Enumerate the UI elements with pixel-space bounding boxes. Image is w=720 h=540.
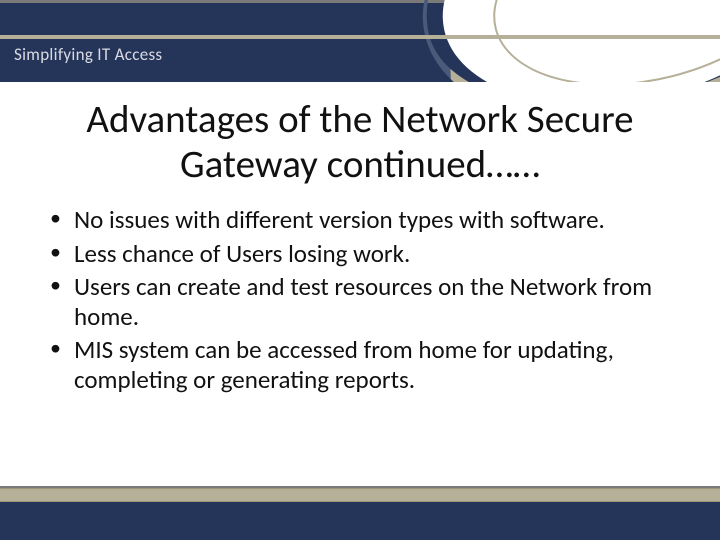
- list-item: No issues with different version types w…: [40, 205, 670, 235]
- slide: Simplifying IT Access Advantages of the …: [0, 0, 720, 540]
- list-item: Users can create and test resources on t…: [40, 272, 670, 331]
- bullet-text: Less chance of Users losing work.: [74, 238, 410, 269]
- header-accent-line: [0, 35, 720, 39]
- header-band: Simplifying IT Access: [0, 0, 720, 82]
- list-item: Less chance of Users losing work.: [40, 239, 670, 269]
- slide-title: Advantages of the Network Secure Gateway…: [0, 98, 720, 188]
- header-tagline: Simplifying IT Access: [14, 44, 162, 65]
- footer-stripe: [0, 488, 720, 502]
- list-item: MIS system can be accessed from home for…: [40, 335, 670, 394]
- footer-band: [0, 484, 720, 540]
- bullet-text: MIS system can be accessed from home for…: [74, 334, 614, 395]
- bullet-list: No issues with different version types w…: [40, 205, 670, 394]
- slide-body: No issues with different version types w…: [40, 205, 670, 398]
- bullet-text: Users can create and test resources on t…: [74, 271, 652, 332]
- footer-main: [0, 502, 720, 540]
- bullet-text: No issues with different version types w…: [74, 204, 605, 235]
